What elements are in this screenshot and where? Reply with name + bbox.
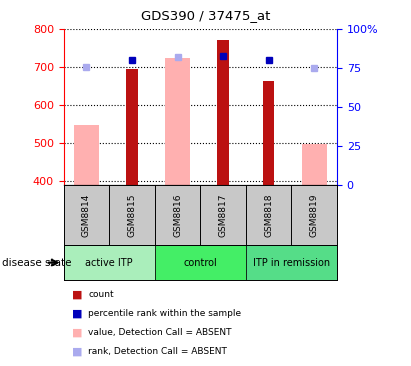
Bar: [155, 245, 246, 280]
Text: GSM8819: GSM8819: [310, 193, 319, 237]
Bar: [165, 59, 190, 185]
Text: GSM8815: GSM8815: [127, 193, 136, 237]
Text: control: control: [183, 258, 217, 268]
Text: count: count: [88, 290, 114, 299]
Text: GSM8817: GSM8817: [219, 193, 228, 237]
Text: ■: ■: [72, 347, 83, 357]
Text: disease state: disease state: [2, 258, 72, 268]
Text: GSM8814: GSM8814: [82, 193, 91, 237]
Bar: [302, 144, 327, 185]
Bar: [246, 245, 337, 280]
Text: ITP in remission: ITP in remission: [253, 258, 330, 268]
Text: percentile rank within the sample: percentile rank within the sample: [88, 309, 242, 318]
Text: GDS390 / 37475_at: GDS390 / 37475_at: [141, 9, 270, 22]
Text: value, Detection Call = ABSENT: value, Detection Call = ABSENT: [88, 328, 232, 337]
Bar: [74, 125, 99, 185]
Text: ■: ■: [72, 309, 83, 319]
Bar: [64, 245, 155, 280]
Text: active ITP: active ITP: [85, 258, 133, 268]
Bar: [217, 40, 229, 185]
Text: ■: ■: [72, 328, 83, 338]
Text: rank, Detection Call = ABSENT: rank, Detection Call = ABSENT: [88, 347, 227, 356]
Bar: [126, 69, 138, 185]
Text: GSM8816: GSM8816: [173, 193, 182, 237]
Text: GSM8818: GSM8818: [264, 193, 273, 237]
Text: ■: ■: [72, 290, 83, 300]
Bar: [263, 81, 275, 185]
